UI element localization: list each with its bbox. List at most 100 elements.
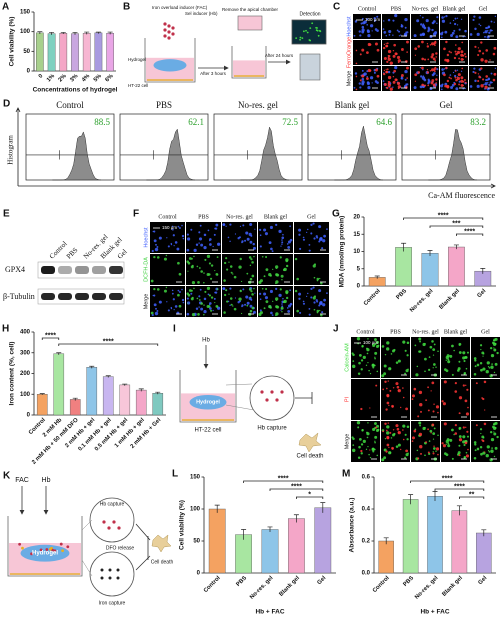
cell-signal [400,25,402,28]
cell-signal [397,359,401,363]
label: Cell death [296,454,323,460]
cell-signal [360,407,363,411]
cell-signal [462,384,465,387]
cell-signal [450,34,454,37]
cell-signal [156,288,160,291]
cell-signal [418,390,423,395]
cell-signal [481,351,485,355]
cell-signal [375,426,378,429]
cell-signal [486,361,490,365]
x-tick-label: 1% [46,73,56,83]
cell-signal [289,289,291,292]
cell-signal [436,16,439,19]
cell-signal [386,341,390,345]
cell-signal [388,34,391,36]
bar [395,247,412,287]
cell-signal [467,406,469,409]
cell-signal [481,397,483,399]
label: Hydrogel [196,399,220,405]
cell-signal [465,384,467,387]
hb-drop [171,32,175,36]
cell-signal [477,73,480,75]
cell-signal [458,454,461,457]
cell-signal [478,49,482,53]
cell-signal [384,437,387,440]
cell-signal [426,45,430,48]
cell-signal [298,297,301,300]
cell-signal [496,351,499,355]
label: Hb [42,477,51,484]
cell-signal [371,82,373,84]
micrograph [294,254,329,285]
cell-signal [374,80,378,83]
cell-signal [483,31,485,34]
bar [208,508,226,574]
cell-signal [432,410,435,413]
cell-signal [316,309,320,313]
cell-signal [207,293,210,296]
cell-signal [388,451,392,455]
cell-signal [424,454,426,457]
cell-signal [198,267,201,269]
micrograph [381,337,410,378]
error-bar [84,31,90,35]
cell-signal [177,289,180,292]
hb-drop [167,36,171,40]
cell-signal [479,344,483,347]
cell-signal [204,290,207,293]
cell-signal [305,29,307,32]
cell-signal [435,52,438,55]
cell-signal [299,247,302,250]
cell-signal [241,304,244,307]
error-bar [72,32,78,35]
iron-particle [108,576,112,580]
hb-particle [270,390,274,394]
cell-signal [254,292,256,294]
y-tick-label: 0.4 [362,507,371,513]
cell-signal [387,57,391,61]
cell-signal [437,434,439,437]
cell-signal [369,449,371,451]
cell-signal [406,77,408,79]
cell-signal [433,447,436,450]
cell-signal [359,79,362,82]
x-axis-label: Concentrations of hydrogel [33,87,118,94]
cell-signal [473,441,477,444]
x-tick-label: 6% [104,73,114,83]
cell-signal [485,454,489,458]
blot-band [109,266,123,274]
cell-signal [244,239,247,242]
cell-signal [264,232,268,236]
cell-signal [430,390,432,392]
cell-signal [376,48,380,52]
cell-signal [479,428,483,431]
cell-signal [213,297,216,300]
cell-signal [396,55,401,60]
micrograph [186,222,221,253]
group-title: PBS [156,100,172,110]
x-tick-label: Gel [316,575,327,586]
cell-signal [225,225,227,227]
cell-signal [490,20,493,23]
cell-signal [280,274,284,278]
particle [45,548,49,551]
bar [427,496,443,574]
cell-signal [451,31,455,35]
cell-signal [436,74,438,77]
cell-signal [411,394,416,398]
cell-signal [464,55,467,58]
zoom-circle [89,551,135,597]
cell-signal [372,366,375,369]
cell-signal [280,306,284,310]
cell-signal [361,345,364,348]
error-bar [105,375,111,378]
cell-signal [245,231,249,235]
cell-signal [381,458,385,462]
cell-signal [374,357,376,360]
cell-signal [465,451,468,454]
cell-signal [465,367,468,370]
cell-signal [457,73,461,77]
cell-signal [406,40,409,44]
cell-signal [377,344,380,347]
cell-signal [310,287,313,290]
